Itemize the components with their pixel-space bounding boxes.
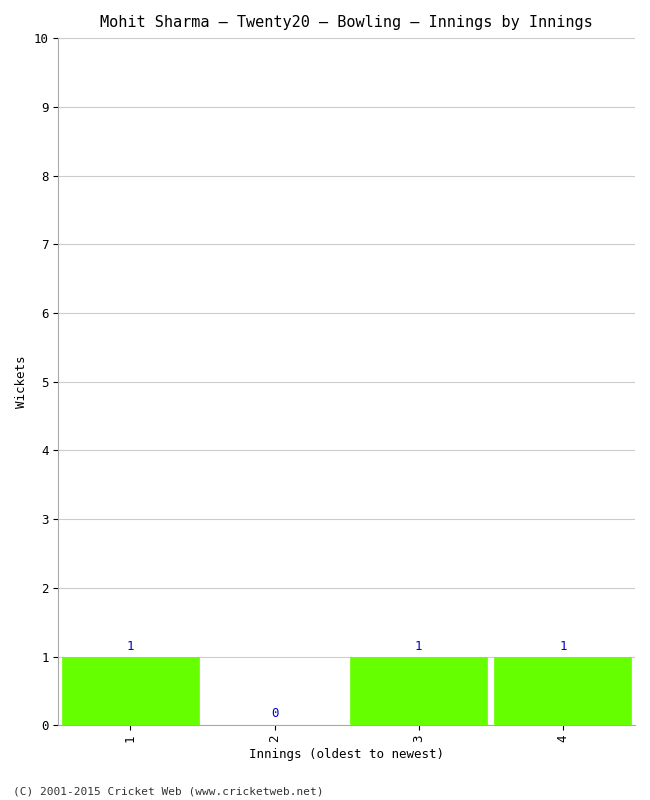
Title: Mohit Sharma – Twenty20 – Bowling – Innings by Innings: Mohit Sharma – Twenty20 – Bowling – Inni… bbox=[100, 15, 593, 30]
Text: (C) 2001-2015 Cricket Web (www.cricketweb.net): (C) 2001-2015 Cricket Web (www.cricketwe… bbox=[13, 786, 324, 796]
Text: 1: 1 bbox=[127, 640, 134, 653]
Text: 0: 0 bbox=[271, 706, 278, 720]
Bar bbox=[350, 657, 488, 726]
Text: 1: 1 bbox=[415, 640, 422, 653]
X-axis label: Innings (oldest to newest): Innings (oldest to newest) bbox=[249, 748, 444, 761]
Y-axis label: Wickets: Wickets bbox=[15, 355, 28, 408]
Bar bbox=[62, 657, 199, 726]
Text: 1: 1 bbox=[559, 640, 567, 653]
Bar bbox=[495, 657, 631, 726]
